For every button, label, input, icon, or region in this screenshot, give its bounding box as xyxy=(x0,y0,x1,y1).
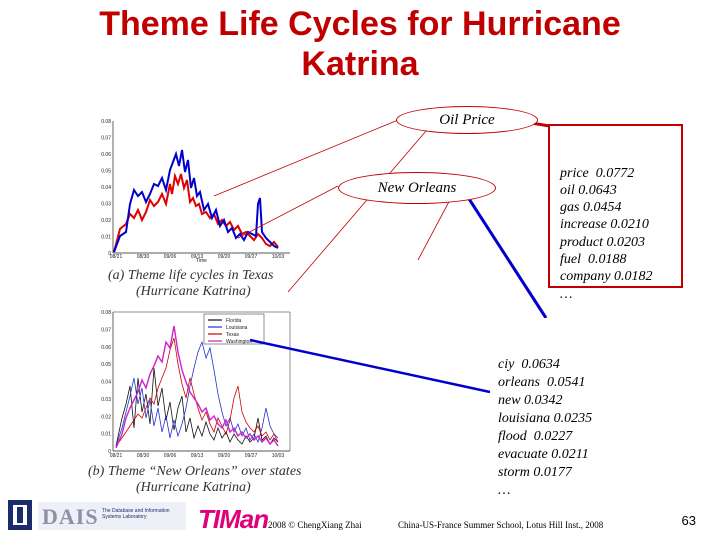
top-yticks: 0.08 0.07 0.06 0.05 0.04 0.03 0.02 0.01 0 xyxy=(101,119,111,257)
bottom-yticks-label-7: 0.01 xyxy=(101,432,111,438)
timan-logo: TIMan xyxy=(198,504,269,534)
top-yticks-label-6: 0.02 xyxy=(101,218,111,224)
bottom-yticks-label-5: 0.03 xyxy=(101,397,111,403)
top-xticks-label-5: 09/27 xyxy=(245,254,258,260)
bottom-yticks: 0.08 0.07 0.06 0.05 0.04 0.03 0.02 0.01 0 xyxy=(101,310,111,455)
slide-title-line-1: Theme Life Cycles for Hurricane xyxy=(99,5,621,43)
top-yticks-label-7: 0.01 xyxy=(101,235,111,241)
dais-logo-subtext: The Database and Information Systems Lab… xyxy=(102,508,170,520)
texas-word-4: product 0.0203 xyxy=(560,234,646,250)
caption-a: (a) Theme life cycles in Texas (Hurrican… xyxy=(108,268,274,300)
bottom-yticks-label-1: 0.07 xyxy=(101,327,111,333)
state-word-7: … xyxy=(498,483,511,498)
new-orleans-callout: New Orleans xyxy=(338,172,496,204)
dais-logo-text: DAIS xyxy=(42,504,99,529)
texas-words-list: price 0.0772 oil 0.0643 gas 0.0454 increase… xyxy=(560,165,675,303)
texas-series xyxy=(115,337,279,447)
caption-a-line1: (a) Theme life cycles in Texas xyxy=(108,268,274,283)
legend-label-2: Texas xyxy=(226,332,240,338)
bottom-yticks-label-2: 0.06 xyxy=(101,345,111,351)
bottom-yticks-label-0: 0.08 xyxy=(101,310,111,316)
states-words-list: ciy 0.0634 orleans 0.0541 new 0.0342 louisi… xyxy=(498,356,624,500)
slide-title: Theme Life Cycles for Hurricane Katrina xyxy=(0,4,720,84)
caption-b: (b) Theme “New Orleans” over states (Hur… xyxy=(88,464,302,496)
bottom-yticks-label-6: 0.02 xyxy=(101,414,111,420)
top-yticks-label-4: 0.04 xyxy=(101,185,111,191)
bottom-xticks: 08/21 08/30 09/06 09/13 09/20 09/27 10/03 xyxy=(110,453,285,459)
caption-b-line1: (b) Theme “New Orleans” over states xyxy=(88,464,302,479)
washington-series xyxy=(115,325,279,449)
bottom-xticks-label-2: 09/06 xyxy=(164,453,177,459)
top-yticks-label-1: 0.07 xyxy=(101,136,111,142)
top-xticks: 08/21 08/30 09/06 09/13 09/20 09/27 10/03 xyxy=(110,254,285,260)
bottom-xticks-label-0: 08/21 xyxy=(110,453,123,459)
state-word-5: evacuate 0.0211 xyxy=(498,447,589,462)
florida-series xyxy=(115,367,279,447)
texas-word-3: increase 0.0210 xyxy=(560,217,649,233)
texas-word-1: oil 0.0643 xyxy=(560,182,617,198)
top-xticks-label-3: 09/13 xyxy=(191,254,204,260)
texas-life-cycle-chart: 0.080.070.060.050.040.030.020.010 08/21 0… xyxy=(101,119,290,264)
bottom-xticks-label-4: 09/20 xyxy=(218,453,231,459)
bottom-yticks-label-8: 0 xyxy=(108,449,111,455)
texas-word-6: company 0.0182 xyxy=(560,269,653,285)
legend-label-0: Florida xyxy=(226,318,242,324)
top-xticks-label-4: 09/20 xyxy=(218,254,231,260)
texas-word-7: … xyxy=(560,286,573,302)
top-xticks-label-6: 10/03 xyxy=(272,254,285,260)
legend-label-3: Washington xyxy=(226,339,252,345)
footer-author: 2008 © ChengXiang Zhai xyxy=(268,520,362,530)
legend-box xyxy=(203,313,265,345)
texas-word-2: gas 0.0454 xyxy=(560,200,622,216)
texas-new-orleans-series xyxy=(113,149,279,253)
legend-label-1: Louisiana xyxy=(226,325,248,331)
caption-a-line2: (Hurricane Katrina) xyxy=(136,284,251,299)
texas-oil-price-series xyxy=(113,172,279,253)
top-yticks-label-8: 0 xyxy=(108,251,111,257)
bottom-xticks-label-6: 10/03 xyxy=(272,453,285,459)
bottom-yticks-label-3: 0.05 xyxy=(101,362,111,368)
states-top-words-box: ciy 0.0634 orleans 0.0541 new 0.0342 louisi… xyxy=(490,318,624,498)
texas-word-0: price 0.0772 xyxy=(560,165,635,181)
state-word-2: new 0.0342 xyxy=(498,393,563,408)
top-yticks-label-2: 0.06 xyxy=(101,152,111,158)
texas-word-5: fuel 0.0188 xyxy=(560,252,627,268)
top-xticks-label-1: 08/30 xyxy=(137,254,150,260)
top-xticks-label-0: 08/21 xyxy=(110,254,123,260)
slide-title-line-2: Katrina xyxy=(301,45,419,83)
bottom-xticks-label-5: 09/27 xyxy=(245,453,258,459)
caption-b-line2: (Hurricane Katrina) xyxy=(136,480,251,495)
top-yticks-label-0: 0.08 xyxy=(101,119,111,125)
top-yticks-label-3: 0.05 xyxy=(101,169,111,175)
top-yticks-label-5: 0.03 xyxy=(101,202,111,208)
dais-logo: DAIS The Database and Information System… xyxy=(6,498,188,534)
top-xlabel: Time xyxy=(196,258,207,264)
state-word-3: louisiana 0.0235 xyxy=(498,411,593,426)
louisiana-series xyxy=(115,340,279,447)
oil-price-callout: Oil Price xyxy=(396,106,538,134)
state-word-4: flood 0.0227 xyxy=(498,429,573,444)
top-xticks-label-2: 09/06 xyxy=(164,254,177,260)
state-word-6: storm 0.0177 xyxy=(498,465,572,480)
dais-logo-art xyxy=(8,500,186,530)
bottom-xticks-label-1: 08/30 xyxy=(137,453,150,459)
state-word-1: orleans 0.0541 xyxy=(498,375,586,390)
page-number: 63 xyxy=(681,513,696,528)
bottom-yticks-label-4: 0.04 xyxy=(101,380,111,386)
footer-venue: China-US-France Summer School, Lotus Hil… xyxy=(398,520,604,530)
state-word-0: ciy 0.0634 xyxy=(498,357,560,372)
bottom-xticks-label-3: 09/13 xyxy=(191,453,204,459)
new-orleans-states-chart: 0.080.070.060.050.040.030.020.010 08/21 0… xyxy=(101,310,291,459)
texas-top-words-box: price 0.0772 oil 0.0643 gas 0.0454 increase… xyxy=(548,124,683,302)
